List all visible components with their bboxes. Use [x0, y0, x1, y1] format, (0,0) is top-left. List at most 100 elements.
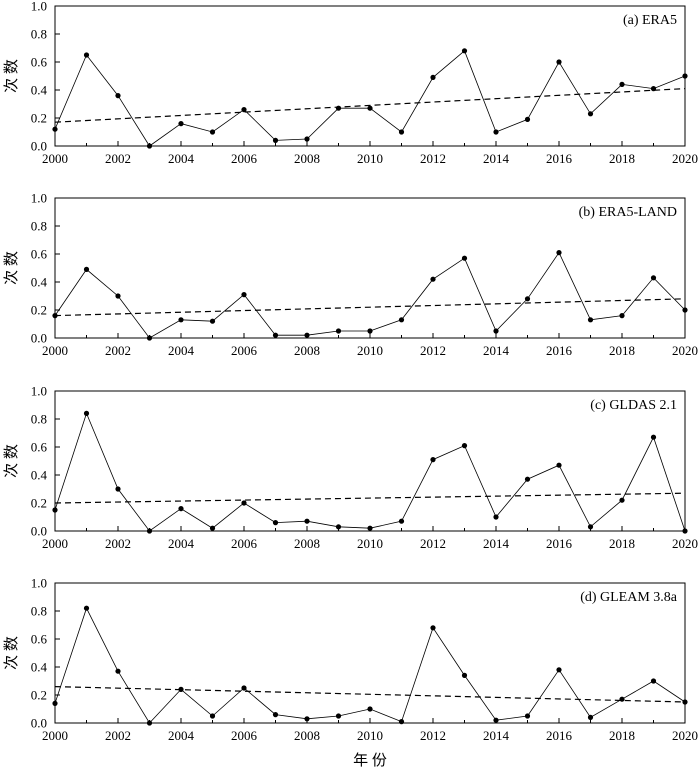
- data-point: [272, 712, 279, 718]
- y-tick-label: 0.6: [31, 440, 48, 455]
- x-tick-label: 2004: [168, 536, 195, 551]
- data-point: [556, 462, 562, 468]
- x-tick-label: 2000: [42, 536, 68, 551]
- data-point: [398, 317, 405, 323]
- data-point: [430, 276, 436, 282]
- x-tick-label: 2004: [168, 343, 195, 358]
- x-tick-label: 2010: [357, 343, 383, 358]
- data-point: [493, 328, 499, 334]
- x-tick-label: 2002: [105, 536, 131, 551]
- data-point: [115, 668, 121, 674]
- x-tick-label: 2010: [357, 536, 383, 551]
- x-tick-label: 2014: [483, 728, 510, 743]
- x-tick-label: 2004: [168, 151, 195, 166]
- y-tick-label: 0.8: [31, 27, 47, 42]
- x-tick-label: 2018: [609, 536, 635, 551]
- trend-line: [54, 88, 686, 123]
- data-point: [304, 716, 310, 722]
- x-tick-label: 2006: [231, 151, 258, 166]
- x-tick-label: 2010: [357, 728, 383, 743]
- data-point: [241, 500, 247, 506]
- data-point: [524, 296, 531, 302]
- data-point: [493, 514, 499, 520]
- data-point: [398, 129, 405, 135]
- x-tick-label: 2020: [672, 536, 698, 551]
- data-point: [146, 528, 153, 534]
- data-point: [682, 699, 688, 705]
- data-point: [524, 116, 531, 122]
- y-tick-label: 1.0: [31, 0, 47, 14]
- x-tick-label: 2008: [294, 728, 320, 743]
- x-tick-label: 2008: [294, 151, 320, 166]
- data-point: [115, 93, 121, 99]
- data-point: [178, 121, 184, 127]
- x-tick-label: 2018: [609, 728, 635, 743]
- data-point: [367, 105, 373, 111]
- data-point: [272, 520, 279, 526]
- panel-title: (a) ERA5: [623, 13, 677, 28]
- y-tick-label: 0.2: [31, 111, 47, 126]
- x-tick-label: 2006: [231, 728, 258, 743]
- data-point: [304, 332, 310, 338]
- trend-line: [54, 492, 686, 504]
- y-axis-label: 次 数: [3, 444, 20, 478]
- y-axis-label: 次 数: [3, 636, 20, 670]
- data-point: [209, 713, 216, 719]
- series-line: [54, 251, 686, 339]
- data-point: [178, 686, 184, 693]
- data-point: [115, 293, 121, 299]
- data-point: [335, 713, 342, 719]
- data-point: [178, 317, 184, 323]
- data-point: [587, 111, 594, 117]
- x-tick-label: 2014: [483, 151, 510, 166]
- chart-panel-4: 0.0 0.2 0.4 0.6 0.8 1.0 2000 2002 2004 2006 2008 20…: [3, 576, 698, 744]
- series-line: [54, 412, 686, 532]
- data-point: [367, 328, 373, 334]
- data-point: [524, 713, 531, 719]
- x-tick-label: 2018: [609, 151, 635, 166]
- data-point: [682, 73, 688, 79]
- x-tick-label: 2002: [105, 151, 131, 166]
- x-tick-label: 2016: [546, 343, 573, 358]
- y-tick-label: 0.6: [31, 55, 48, 70]
- x-tick-label: 2006: [231, 343, 258, 358]
- x-tick-label: 2018: [609, 343, 635, 358]
- data-point: [335, 524, 342, 530]
- data-point: [619, 696, 625, 702]
- x-tick-label: 2020: [672, 728, 698, 743]
- x-tick-label: 2002: [105, 343, 131, 358]
- data-point: [241, 107, 247, 113]
- y-tick-label: 0.4: [31, 468, 48, 483]
- data-point: [146, 335, 153, 341]
- x-tick-label: 2010: [357, 151, 383, 166]
- data-point: [52, 126, 58, 132]
- panel-title: (b) ERA5-LAND: [579, 205, 677, 220]
- x-tick-label: 2014: [483, 343, 510, 358]
- x-tick-label: 2012: [420, 151, 446, 166]
- data-point: [650, 678, 657, 684]
- data-point: [461, 48, 468, 54]
- y-tick-label: 0.0: [31, 331, 47, 346]
- data-point: [556, 667, 562, 673]
- data-point: [524, 476, 531, 482]
- x-tick-label: 2008: [294, 536, 320, 551]
- y-axis-label: 次 数: [3, 59, 20, 93]
- data-point: [209, 525, 216, 531]
- plot-frame: [54, 5, 686, 147]
- data-point: [146, 720, 153, 726]
- x-tick-label: 2012: [420, 728, 446, 743]
- data-point: [587, 714, 594, 721]
- data-point: [209, 318, 216, 324]
- chart-panel-2: 0.0 0.2 0.4 0.6 0.8 1.0 2000 2002 2004 2006 2008 20…: [3, 191, 698, 359]
- data-point: [335, 105, 342, 111]
- data-point: [430, 457, 436, 463]
- data-point: [83, 410, 90, 416]
- data-point: [272, 332, 279, 338]
- data-point: [650, 434, 657, 440]
- data-point: [52, 700, 58, 707]
- y-tick-label: 0.4: [31, 83, 48, 98]
- y-tick-label: 0.0: [31, 716, 47, 731]
- chart-panel-3: 0.0 0.2 0.4 0.6 0.8 1.0 2000 2002 2004 2006 2008 20…: [3, 384, 698, 552]
